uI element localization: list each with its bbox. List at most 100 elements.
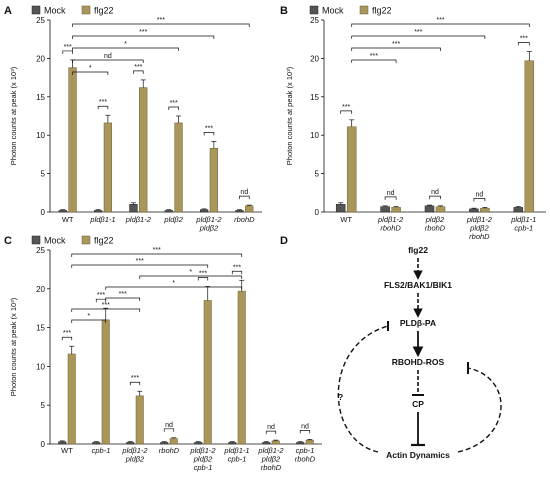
comparison-label: * [124,41,127,48]
comparison-label: *** [436,17,444,24]
panel-b-chart: B Mock flg22 0 5 10 15 20 25 Photon counts at pea… [280,5,546,241]
significance-bracket [203,131,215,136]
legend-swatch-flg22 [81,235,91,245]
bar-flg22 [209,148,219,213]
y-axis-label: Photon counts at peak (x 10³) [285,66,294,165]
y-tick-label: 15 [36,93,45,102]
y-tick-label: 5 [315,170,320,179]
significance-label: *** [131,375,139,382]
significance-label: *** [134,64,142,71]
significance-bracket [62,50,73,54]
panel-letter: A [4,5,12,17]
y-tick-label: 20 [36,285,45,294]
y-tick-label: 10 [36,362,45,371]
significance-label: *** [205,125,213,132]
comparison-label: *** [136,258,144,265]
comparison-label: *** [370,53,378,60]
significance-bracket [197,277,209,281]
category-label: pldβ1-1 [89,215,115,224]
comparison-label: * [189,269,192,276]
y-tick-label: 20 [310,54,319,63]
bar-flg22 [139,87,148,213]
significance-label: nd [240,189,248,196]
node-flg22: flg22 [408,245,428,255]
bar-mock [92,442,101,445]
bar-mock [228,442,237,445]
bar-flg22 [245,205,254,213]
significance-label: *** [233,264,241,271]
legend-swatch-flg22 [359,5,369,15]
category-label: pldβ1-2 pldβ2 cpb-1 [189,446,216,472]
bar-flg22 [271,440,280,445]
category-label: pldβ1-2 pldβ2 [121,446,148,464]
significance-label: *** [170,100,178,107]
bar-flg22 [435,206,446,213]
legend-label-mock: Mock [44,6,66,16]
significance-label: *** [342,104,350,111]
panel-letter: B [280,5,288,17]
comparison-label: *** [102,302,110,309]
significance-bracket [239,195,250,200]
y-tick-label: 5 [41,401,46,410]
comparison-label: * [89,65,92,72]
significance-bracket [340,110,353,114]
category-label: cpb-1 [92,446,111,455]
comparison-label: *** [153,247,161,254]
y-tick-label: 15 [310,93,319,102]
y-axis-label: Photon counts at peak (x 10³) [9,297,18,396]
significance-label: *** [99,99,107,106]
significance-label: *** [63,330,71,337]
legend-label-flg22: flg22 [372,6,392,16]
bar-mock [513,207,524,213]
node-rbohd-ros: RBOHD-ROS [392,357,445,367]
comparison-label: nd [104,53,112,60]
comparison-bracket [351,23,530,27]
category-label: pldβ2 rbohD [425,215,446,233]
category-label: pldβ1-2 [125,215,152,224]
bar-flg22 [391,207,401,213]
comparison-bracket [72,47,179,51]
bar-flg22 [68,67,77,213]
category-label: WT [61,446,73,455]
feedback-loop-right [457,367,502,453]
bar-mock [126,442,135,445]
category-label: pldβ1-2 pldβ2 rbohD [257,446,284,472]
comparison-label: *** [392,41,400,48]
significance-bracket [429,195,441,200]
node-pld-pa: PLDβ-PA [400,318,436,328]
comparison-bracket [71,253,243,257]
comparison-bracket [71,264,209,268]
bar-flg22 [203,300,212,445]
significance-bracket [168,106,179,110]
comparison-label: * [172,280,175,287]
bar-mock [380,206,390,213]
significance-bracket [133,70,144,74]
bar-mock [58,210,67,213]
significance-bracket [231,270,243,275]
comparison-bracket [72,59,144,63]
category-label: pldβ1-2 pldβ2 [195,215,222,233]
y-tick-label: 10 [310,131,319,140]
legend-swatch-mock [31,5,41,15]
y-tick-label: 15 [36,324,45,333]
y-tick-label: 25 [36,16,45,25]
category-label: WT [340,215,352,224]
legend-swatch-flg22 [81,5,91,15]
category-label: pldβ1-1 cpb-1 [510,215,536,233]
significance-bracket [163,428,175,432]
node-fls2-bak1-bik1: FLS2/BAK1/BIK1 [384,280,452,290]
comparison-bracket [351,47,441,51]
comparison-bracket [139,275,243,279]
significance-label: nd [431,189,439,196]
y-tick-label: 25 [36,246,45,255]
feedback-loop-left [337,325,389,453]
comparison-bracket [71,319,107,323]
significance-label: nd [387,190,395,197]
bar-mock [164,210,173,213]
y-tick-label: 25 [310,16,319,25]
legend-label-mock: Mock [322,6,344,16]
significance-bracket [473,198,486,202]
category-label: WT [62,215,74,224]
bar-mock [424,205,435,213]
